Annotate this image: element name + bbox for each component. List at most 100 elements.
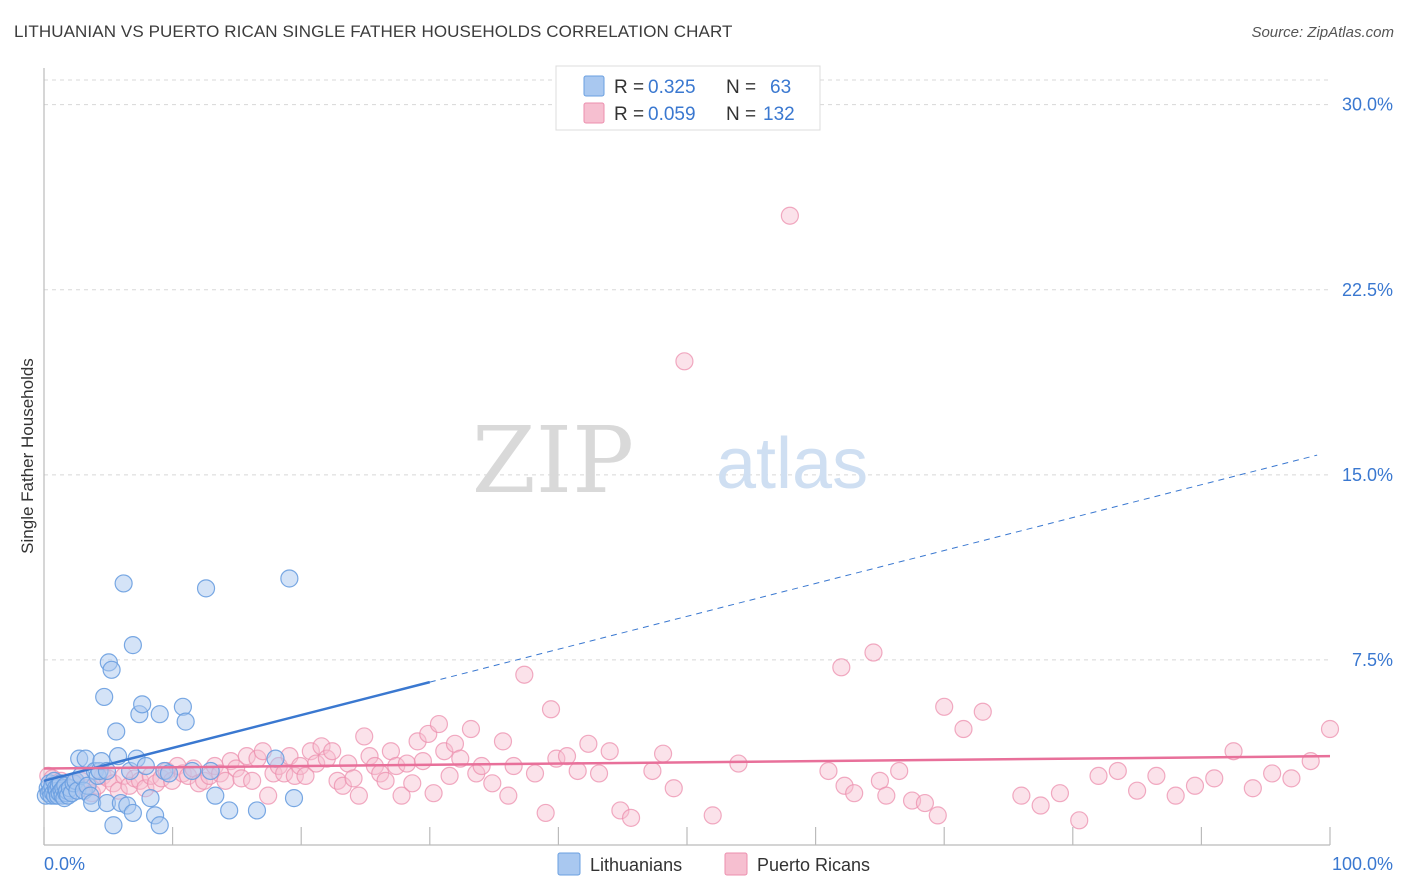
x-tick-label-min: 0.0% — [44, 854, 85, 874]
puerto-rican-point — [440, 766, 459, 786]
lithuanian-point — [150, 816, 169, 835]
puerto-rican-point — [243, 771, 262, 790]
puerto-rican-point — [227, 759, 246, 778]
y-tick-label: 22.5% — [1342, 280, 1393, 300]
puerto-rican-point — [1012, 786, 1031, 805]
puerto-rican-point — [1320, 719, 1340, 739]
legend-r-value-2: 0.059 — [648, 104, 696, 125]
puerto-rican-point — [557, 747, 577, 766]
puerto-rican-point — [541, 700, 561, 719]
puerto-rican-point — [611, 801, 630, 820]
legend-bottom-swatch-lithuanians — [557, 852, 581, 876]
puerto-rican-point — [675, 352, 694, 371]
puerto-rican-point — [344, 769, 363, 788]
puerto-rican-point — [954, 719, 973, 739]
legend-r-label-2: R = — [614, 104, 644, 125]
lithuanian-point — [173, 697, 192, 716]
lithuanian-point — [206, 786, 225, 805]
legend-bottom-label-puerto-ricans: Puerto Ricans — [757, 855, 870, 875]
puerto-rican-point — [483, 774, 502, 793]
lithuanian-trend-dashed — [429, 454, 1318, 683]
lithuanian-point — [201, 761, 220, 781]
y-tick-label: 15.0% — [1342, 465, 1393, 485]
puerto-rican-point — [1185, 776, 1205, 795]
legend-n-label-2: N = — [726, 104, 756, 125]
puerto-rican-point — [568, 761, 587, 781]
puerto-rican-point — [600, 742, 619, 761]
lithuanian-point — [141, 789, 160, 808]
puerto-rican-point — [285, 766, 304, 786]
axes — [43, 68, 1331, 846]
legend-bottom: Lithuanians Puerto Ricans — [557, 852, 870, 876]
tick-labels: 7.5% 15.0% 22.5% 30.0% 0.0% 100.0% — [44, 95, 1393, 874]
lithuanian-point — [159, 764, 179, 783]
puerto-rican-point — [435, 742, 454, 761]
puerto-rican-point — [589, 764, 609, 783]
lithuanian-point — [280, 569, 299, 588]
puerto-rican-point — [1205, 769, 1224, 788]
lithuanian-points — [36, 569, 304, 835]
puerto-rican-point — [1263, 764, 1282, 783]
puerto-rican-point — [499, 786, 518, 805]
puerto-rican-points — [39, 206, 1340, 830]
lithuanian-trend-solid — [43, 680, 431, 783]
chart-title: LITHUANIAN VS PUERTO RICAN SINGLE FATHER… — [14, 22, 733, 41]
puerto-rican-point — [579, 734, 598, 753]
puerto-rican-point — [621, 808, 641, 827]
legend-top: R = 0.325 N = 63 R = 0.059 N = 132 — [555, 65, 821, 131]
lithuanian-point — [102, 660, 121, 679]
puerto-rican-point — [536, 803, 555, 823]
legend-r-value-1: 0.325 — [648, 77, 696, 98]
puerto-rican-point — [664, 779, 683, 798]
legend-r-label-1: R = — [614, 77, 644, 98]
puerto-rican-point — [845, 784, 864, 803]
trend-lines — [43, 454, 1331, 783]
lithuanian-point — [220, 801, 239, 820]
puerto-rican-point — [429, 714, 449, 734]
puerto-rican-point — [835, 776, 854, 795]
puerto-rican-point — [928, 806, 947, 825]
puerto-rican-point — [355, 727, 374, 746]
puerto-rican-point — [232, 769, 251, 788]
lithuanian-point — [104, 816, 123, 835]
puerto-rican-point — [1243, 779, 1262, 798]
puerto-rican-point — [328, 771, 347, 790]
puerto-rican-point — [703, 806, 722, 825]
puerto-rican-point — [275, 764, 294, 783]
puerto-rican-point — [296, 766, 315, 786]
watermark-zip: ZIP — [472, 407, 634, 514]
puerto-rican-point — [451, 749, 470, 768]
puerto-rican-point — [819, 761, 838, 781]
lithuanian-point — [114, 574, 133, 593]
lithuanian-point — [123, 636, 142, 655]
puerto-rican-point — [1147, 766, 1166, 786]
puerto-rican-point — [493, 732, 513, 751]
x-tick-label-max: 100.0% — [1332, 854, 1393, 874]
puerto-rican-trend — [43, 754, 1331, 770]
puerto-rican-point — [403, 774, 422, 793]
puerto-rican-point — [729, 754, 748, 773]
puerto-rican-point — [1224, 742, 1243, 761]
lithuanian-point — [123, 803, 142, 823]
puerto-rican-point — [890, 761, 909, 781]
puerto-rican-point — [1127, 781, 1147, 800]
puerto-rican-point — [408, 732, 427, 751]
puerto-rican-point — [461, 719, 481, 739]
legend-bottom-swatch-puerto-ricans — [724, 852, 748, 876]
puerto-rican-point — [413, 751, 433, 771]
lithuanian-point — [247, 801, 267, 820]
puerto-rican-point — [643, 761, 662, 781]
puerto-rican-point — [1050, 784, 1070, 803]
legend-n-label-1: N = — [726, 77, 756, 98]
puerto-rican-point — [349, 786, 368, 805]
puerto-rican-point — [1166, 786, 1185, 805]
puerto-rican-point — [307, 754, 326, 773]
puerto-rican-point — [504, 756, 523, 776]
puerto-rican-point — [1031, 796, 1050, 815]
puerto-rican-point — [397, 754, 417, 773]
lithuanian-point — [136, 756, 155, 776]
puerto-rican-point — [323, 742, 342, 761]
legend-swatch-lithuanians — [583, 75, 605, 97]
watermark-atlas: atlas — [716, 424, 868, 504]
legend-n-value-1: 63 — [770, 77, 791, 98]
